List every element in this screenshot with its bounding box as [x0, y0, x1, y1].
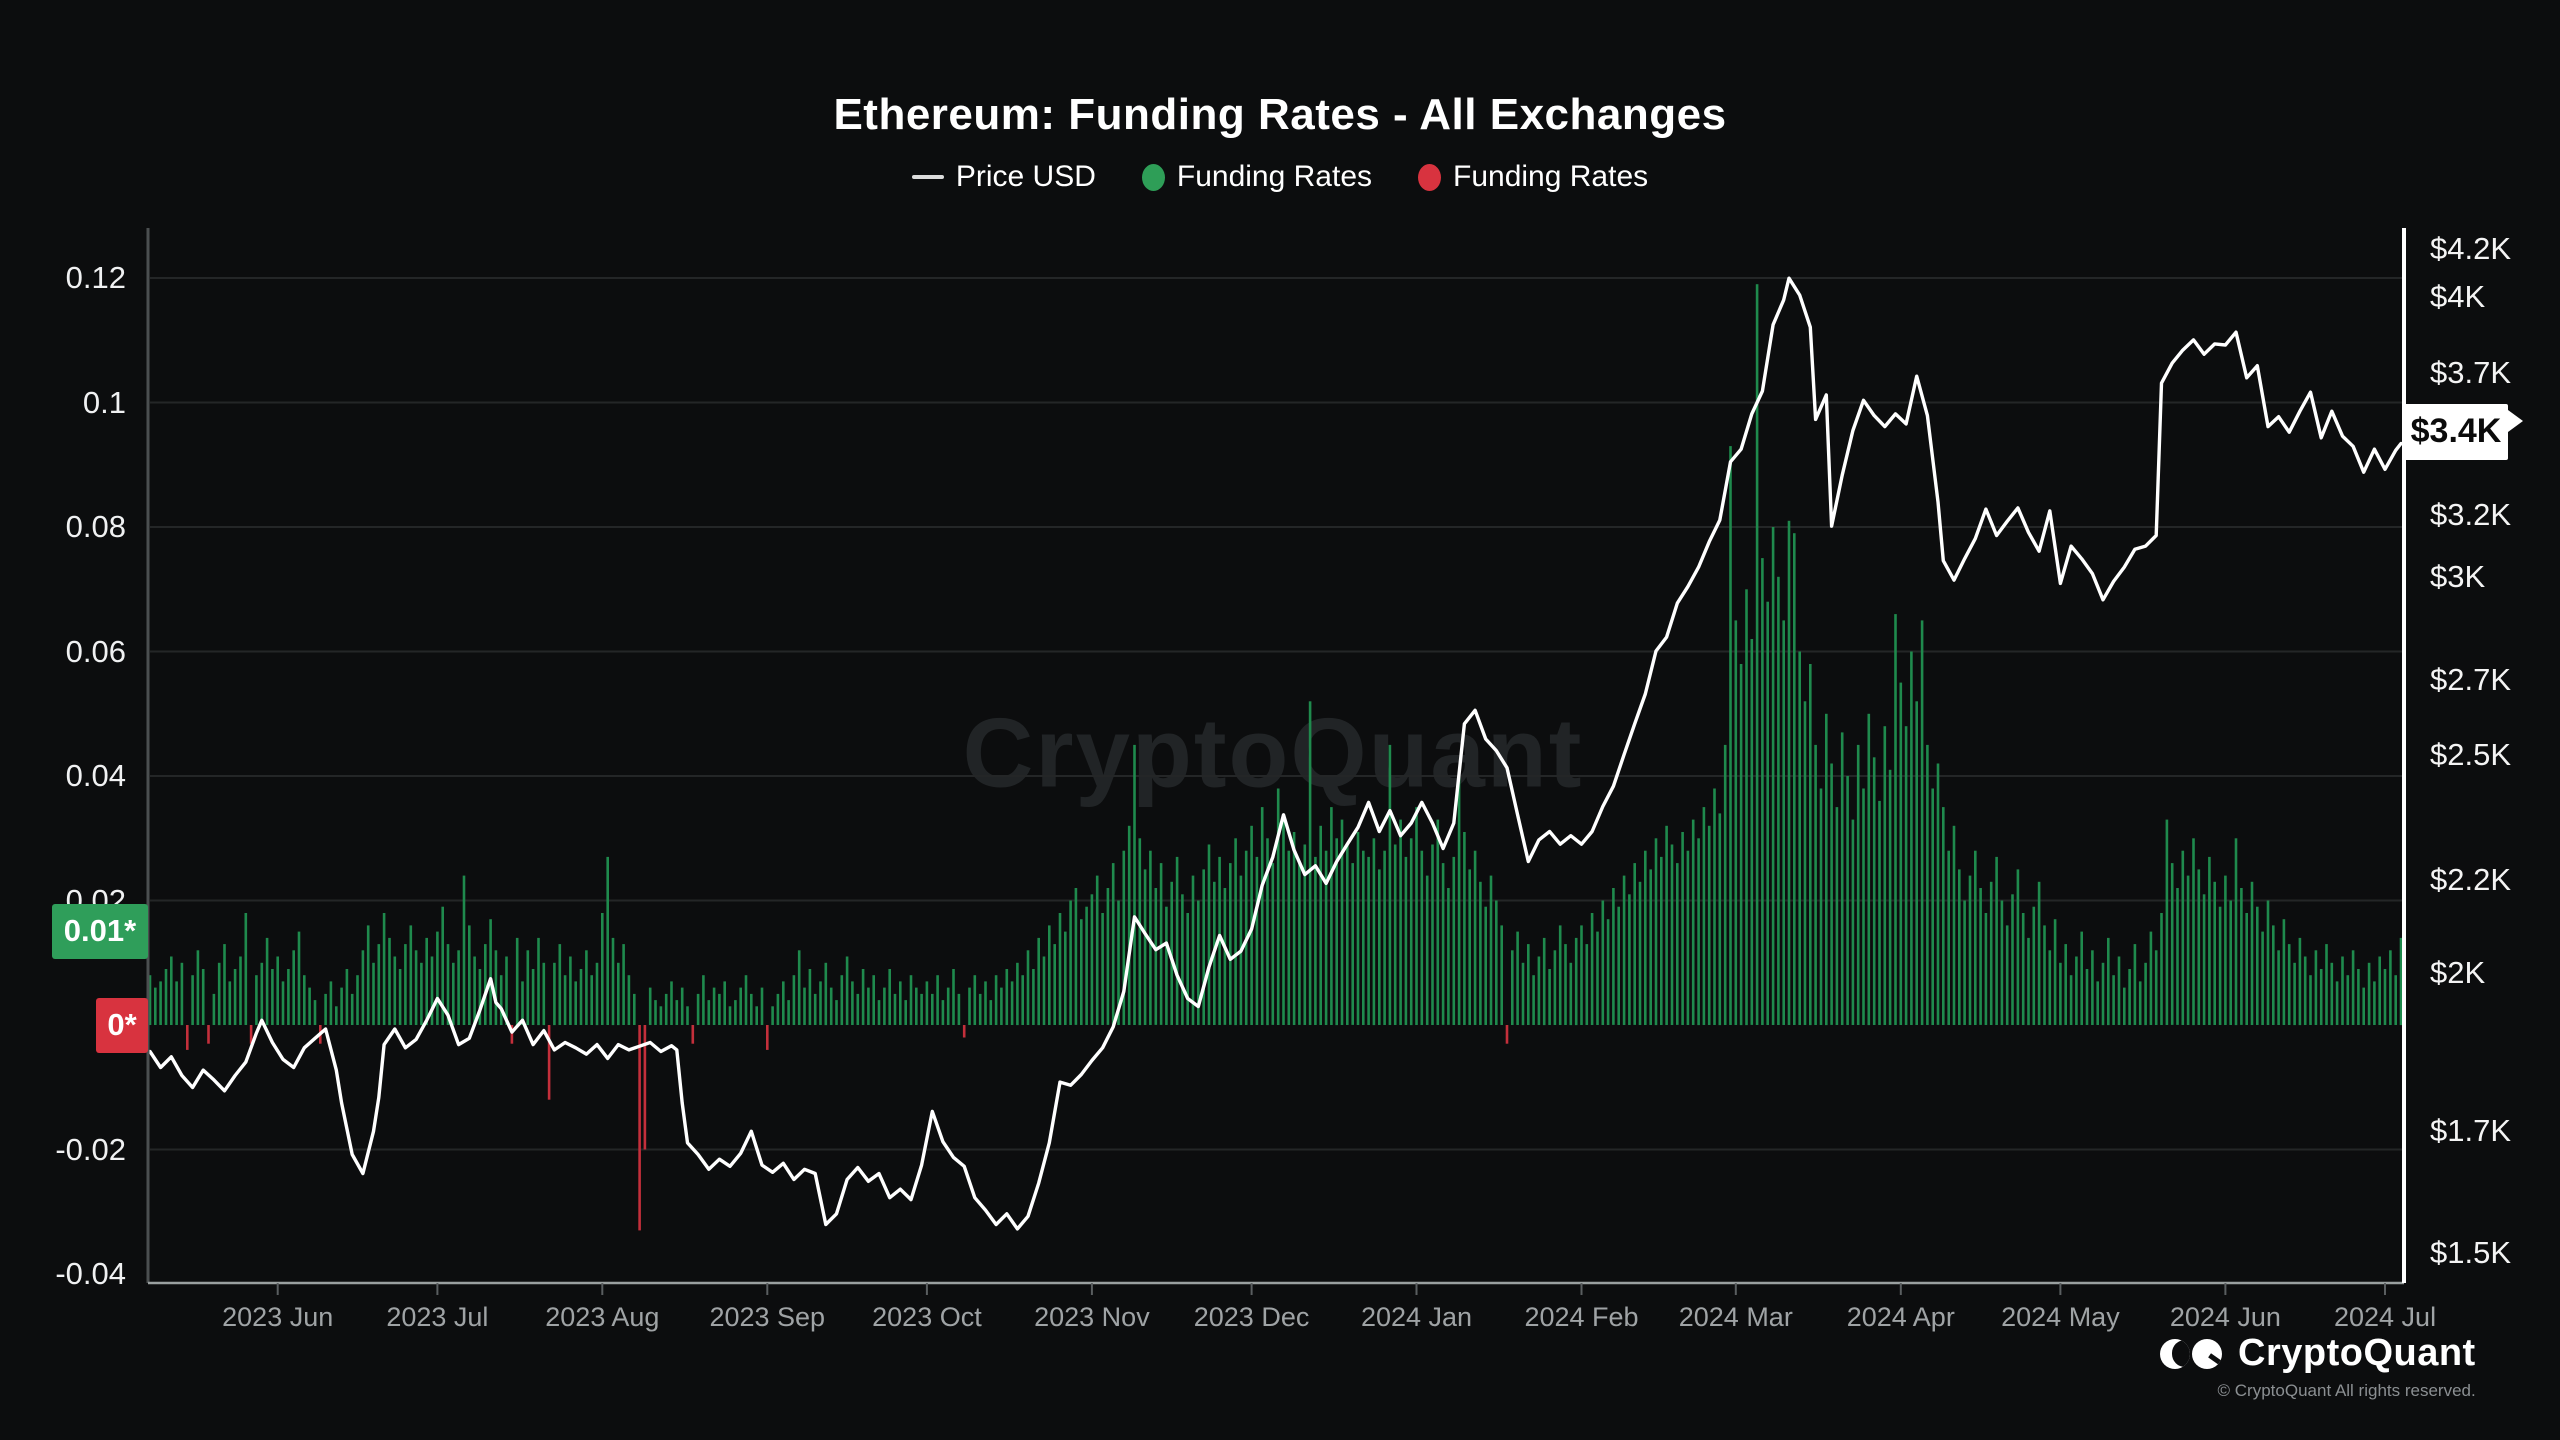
- legend-label: Funding Rates: [1176, 160, 1373, 193]
- x-axis-tick-label: 2023 Jun: [222, 1302, 334, 1332]
- x-axis-tick-label: 2024 Jul: [2333, 1302, 2437, 1332]
- x-axis-tick-label: 2023 Nov: [1034, 1302, 1150, 1332]
- right-axis-tick-label: $2K: [2430, 954, 2486, 990]
- right-axis-tick-label: $3K: [2430, 559, 2486, 595]
- red-dot-icon: [1418, 163, 1442, 191]
- right-axis-tick-label: $4.2K: [2430, 231, 2512, 267]
- brand-wordmark: CryptoQuant: [2238, 1332, 2476, 1374]
- footer: CryptoQuant © CryptoQuant All rights res…: [2160, 1332, 2476, 1401]
- x-axis-tick-label: 2023 Sep: [709, 1302, 826, 1332]
- legend-item-funding-rates-positive[interactable]: Funding Rates: [1141, 160, 1373, 194]
- x-axis-tick-label: 2023 Jul: [386, 1302, 489, 1332]
- right-axis-tick-label: $2.5K: [2430, 737, 2512, 773]
- cryptoquant-logo[interactable]: CryptoQuant: [2160, 1332, 2476, 1375]
- right-axis-tick-label: $1.5K: [2430, 1235, 2512, 1271]
- x-axis-tick-label: 2024 Apr: [1846, 1302, 1955, 1332]
- x-axis-tick-label: 2024 Mar: [1678, 1302, 1793, 1332]
- copyright-text: © CryptoQuant All rights reserved.: [2217, 1381, 2476, 1400]
- x-axis-tick-label: 2024 May: [2001, 1302, 2120, 1332]
- legend-label: Price USD: [955, 160, 1096, 193]
- x-axis-tick-label: 2024 Jan: [1360, 1302, 1473, 1332]
- chart-legend: Price USD Funding Rates Funding Rates: [0, 160, 2560, 194]
- x-axis-tick-label: 2023 Oct: [872, 1302, 982, 1332]
- x-axis-tick-label: 2023 Dec: [1193, 1302, 1310, 1332]
- right-axis-tick-label: $4K: [2430, 279, 2486, 314]
- right-axis-tick-label: $1.7K: [2430, 1113, 2512, 1149]
- left-axis-tick-label: 0.08: [65, 509, 126, 544]
- page-title: Ethereum: Funding Rates - All Exchanges: [833, 90, 1727, 139]
- left-axis-tick-label: 0.04: [65, 758, 126, 793]
- right-axis-tick-label: $3.2K: [2430, 496, 2512, 532]
- left-axis-tick-label: 0.06: [65, 633, 126, 669]
- left-axis-tick-label: -0.02: [55, 1131, 126, 1167]
- x-axis-tick-label: 2024 Jun: [2169, 1302, 2281, 1332]
- left-axis-tick-label: 0.12: [65, 260, 126, 295]
- funding-badge-green: 0.01*: [52, 903, 148, 959]
- right-axis-tick-label: $2.7K: [2430, 662, 2512, 698]
- right-axis-tick-label: $3.7K: [2430, 355, 2512, 390]
- legend-item-funding-rates-negative[interactable]: Funding Rates: [1418, 160, 1648, 194]
- x-axis-tick-label: 2023 Aug: [545, 1302, 660, 1332]
- legend-label: Funding Rates: [1453, 160, 1649, 193]
- green-dot-icon: [1141, 163, 1165, 191]
- price-tag-pointer-icon: [2508, 409, 2523, 432]
- price-line: [148, 276, 2403, 1231]
- left-axis-tick-label: 0.1: [82, 384, 126, 420]
- cryptoquant-logo-icon: [2160, 1338, 2226, 1370]
- left-axis-tick-label: -0.04: [55, 1256, 126, 1291]
- legend-item-price-usd[interactable]: Price USD: [911, 160, 1096, 194]
- line-swatch-icon: [911, 175, 944, 179]
- x-axis-tick-label: 2024 Feb: [1524, 1302, 1639, 1332]
- current-price-tag: $3.4K: [2404, 403, 2508, 460]
- funding-badge-red: 0*: [96, 997, 148, 1053]
- right-axis-tick-label: $2.2K: [2430, 861, 2512, 897]
